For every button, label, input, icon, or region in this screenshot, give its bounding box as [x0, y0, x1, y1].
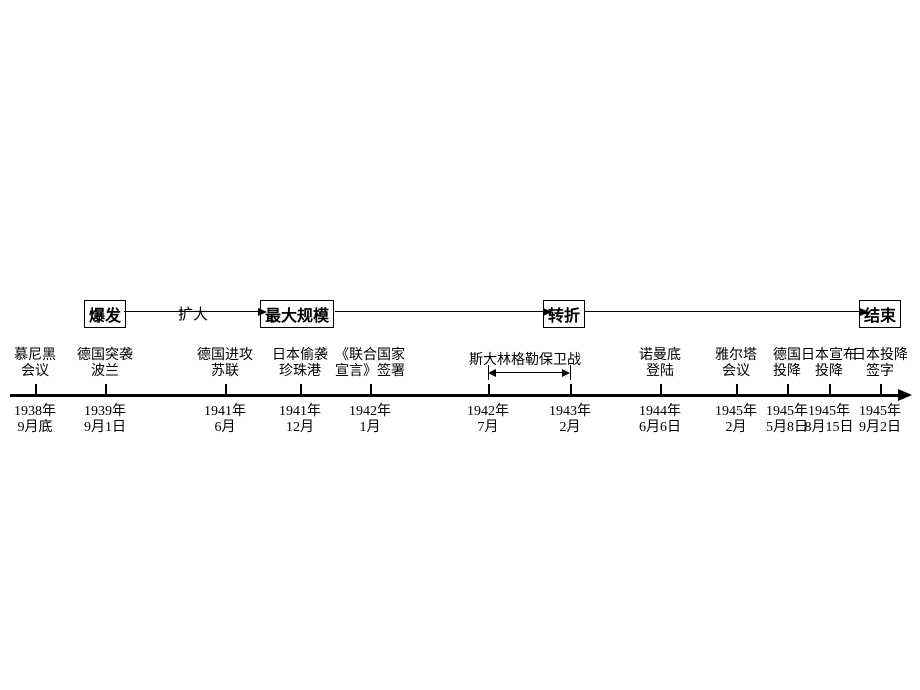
- date-label-4: 1942年1月: [349, 404, 391, 436]
- phase-arrow-head-1: [543, 308, 552, 316]
- date-label-6: 1943年2月: [549, 404, 591, 436]
- date-label-10: 1945年8月15日: [805, 404, 854, 436]
- date-label-9: 1945年5月8日: [766, 404, 808, 436]
- date-label-0: 1938年9月底: [14, 404, 56, 436]
- timeline-arrowhead: [898, 389, 912, 401]
- event-label-10: 日本宣布投降: [801, 348, 857, 380]
- event-label-8: 雅尔塔会议: [715, 348, 757, 380]
- phase-label-1: 扩大: [178, 303, 208, 324]
- event-label-3: 日本偷袭珍珠港: [272, 348, 328, 380]
- tick-2: [225, 384, 227, 394]
- span-arrow-line: [496, 372, 562, 373]
- event-label-0: 慕尼黑会议: [14, 348, 56, 380]
- tick-4: [370, 384, 372, 394]
- tick-1: [105, 384, 107, 394]
- span-label: 斯大林格勒保卫战: [469, 349, 581, 369]
- phase-box-2: 最大规模: [260, 300, 334, 328]
- phase-arrow-line-2: [584, 311, 860, 312]
- span-arrow-head-right: [562, 369, 570, 377]
- span-arrow-head-left: [488, 369, 496, 377]
- phase-arrow-line-0: [124, 311, 258, 312]
- timeline-axis: [10, 394, 898, 397]
- phase-box-0: 爆发: [84, 300, 126, 328]
- date-label-8: 1945年2月: [715, 404, 757, 436]
- tick-8: [736, 384, 738, 394]
- phase-arrow-line-1: [335, 311, 543, 312]
- event-label-7: 诺曼底登陆: [639, 348, 681, 380]
- tick-9: [787, 384, 789, 394]
- phase-arrow-head-0: [258, 308, 267, 316]
- tick-7: [660, 384, 662, 394]
- date-label-5: 1942年7月: [467, 404, 509, 436]
- date-label-3: 1941年12月: [279, 404, 321, 436]
- date-label-7: 1944年6月6日: [639, 404, 681, 436]
- tick-6: [570, 384, 572, 394]
- date-label-1: 1939年9月1日: [84, 404, 126, 436]
- date-label-11: 1945年9月2日: [859, 404, 901, 436]
- tick-3: [300, 384, 302, 394]
- tick-5: [488, 384, 490, 394]
- event-label-4: 《联合国家宣言》签署: [335, 348, 405, 380]
- tick-0: [35, 384, 37, 394]
- event-label-11: 日本投降签字: [852, 348, 908, 380]
- event-label-2: 德国进攻苏联: [197, 348, 253, 380]
- date-label-2: 1941年6月: [204, 404, 246, 436]
- phase-arrow-head-2: [860, 308, 869, 316]
- tick-11: [880, 384, 882, 394]
- tick-10: [829, 384, 831, 394]
- event-label-1: 德国突袭波兰: [77, 348, 133, 380]
- event-label-9: 德国投降: [773, 348, 801, 380]
